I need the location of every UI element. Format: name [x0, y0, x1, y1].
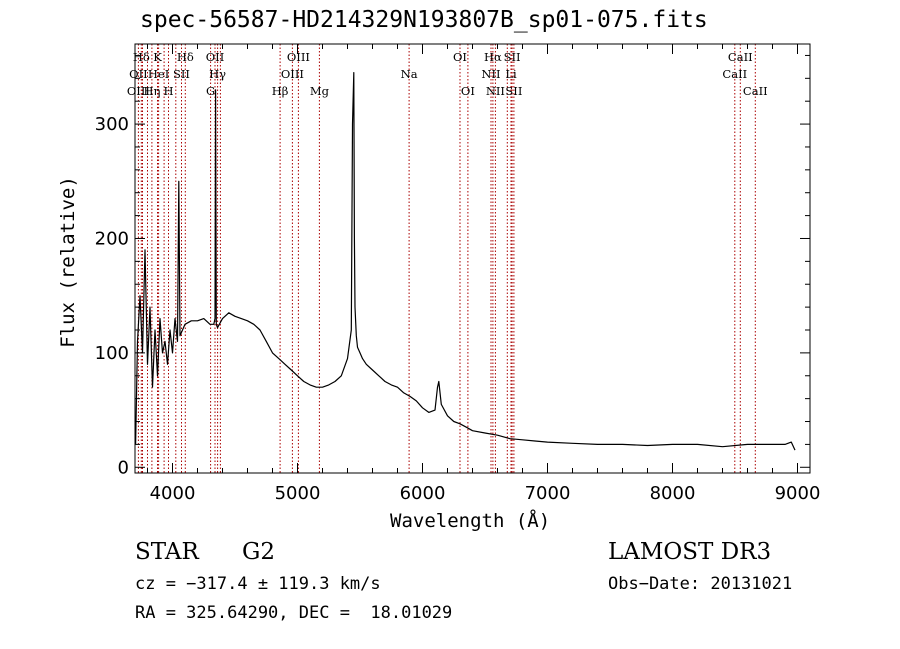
marker-label: NII [481, 67, 500, 81]
marker-label: CaII [743, 84, 768, 98]
marker-label: OII [206, 50, 225, 64]
redshift-value: cz = −317.4 ± 119.3 km/s [135, 574, 381, 594]
marker-label: NII [486, 84, 505, 98]
star-subclass: G2 [242, 539, 276, 565]
marker-label: OIII [287, 50, 310, 64]
line-marker-layer [137, 44, 756, 473]
marker-label: Mg [310, 84, 330, 98]
y-tick-label: 200 [95, 228, 129, 249]
marker-label: K [153, 50, 162, 64]
x-tick-label: 7000 [525, 483, 571, 504]
marker-label: Hδ [177, 50, 194, 64]
y-tick-label: 300 [95, 114, 129, 135]
marker-label: Li [505, 67, 517, 81]
marker-label: CaII [722, 67, 747, 81]
marker-label: H [163, 84, 173, 98]
marker-label: HeI [148, 67, 169, 81]
x-tick-label: 5000 [275, 483, 321, 504]
marker-label: Hγ [209, 67, 226, 81]
marker-label: OIII [281, 67, 304, 81]
survey-name: LAMOST DR3 [608, 539, 772, 565]
y-tick-label: 100 [95, 343, 129, 364]
marker-label: OIII [127, 84, 150, 98]
x-axis-label: Wavelength (Å) [390, 510, 551, 532]
y-axis-label: Flux (relative) [57, 176, 79, 348]
marker-label: OII [129, 67, 148, 81]
marker-label: SII [505, 84, 522, 98]
y-axis-ticks: 0 100 200 300 [95, 54, 810, 478]
marker-label: Hβ [272, 84, 289, 98]
marker-label: SII [504, 50, 521, 64]
obs-date: Obs−Date: 20131021 [608, 574, 793, 594]
marker-label: OI [453, 50, 467, 64]
marker-label: Hα [484, 50, 502, 64]
marker-label: Hη [143, 84, 160, 98]
marker-label: SII [173, 67, 190, 81]
marker-label: OI [461, 84, 475, 98]
x-tick-label: 8000 [650, 483, 696, 504]
marker-label: CaII [728, 50, 753, 64]
x-tick-label: 4000 [150, 483, 196, 504]
marker-label: Hδ [133, 50, 150, 64]
marker-label: Na [401, 67, 418, 81]
y-tick-label: 0 [118, 457, 129, 478]
plot-frame [134, 43, 811, 474]
marker-label: G [206, 84, 215, 98]
star-class: STAR [135, 539, 199, 565]
x-tick-label: 6000 [400, 483, 446, 504]
x-axis-ticks: 4000 5000 6000 7000 8000 9000 [147, 44, 821, 504]
spectrum-line [135, 72, 796, 451]
x-tick-label: 9000 [775, 483, 821, 504]
chart-title: spec-56587-HD214329N193807B_sp01-075.fit… [140, 7, 708, 33]
coordinates: RA = 325.64290, DEC = 18.01029 [135, 603, 453, 623]
